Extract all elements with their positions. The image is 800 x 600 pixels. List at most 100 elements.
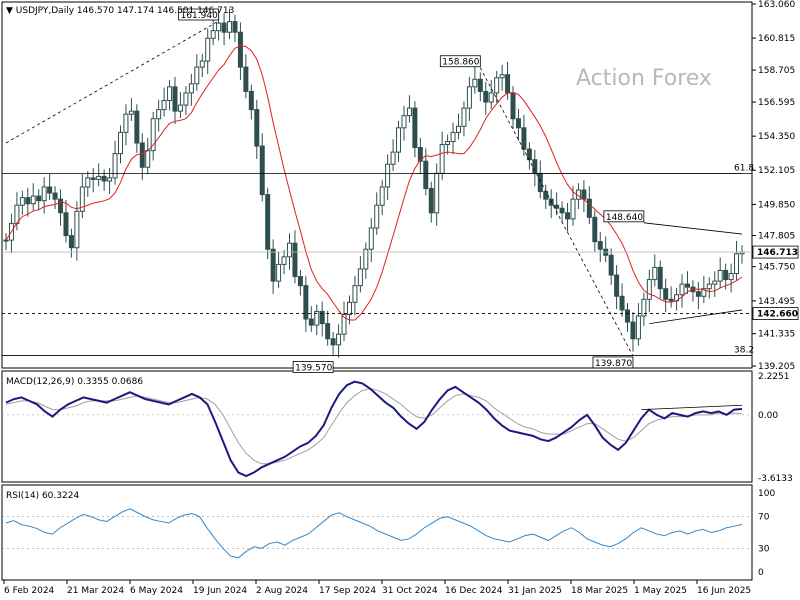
candle-body xyxy=(265,194,271,250)
price-tick-label: 160.815 xyxy=(758,34,795,44)
trendline-dashed xyxy=(479,67,634,357)
date-tick-label: 6 Feb 2024 xyxy=(4,586,55,596)
candle-body xyxy=(319,310,325,325)
date-tick-label: 6 May 2024 xyxy=(130,586,183,596)
candle-body xyxy=(188,83,194,94)
candle-body xyxy=(461,107,467,127)
date-tick-label: 21 Mar 2024 xyxy=(67,586,124,596)
candle-body xyxy=(581,189,587,200)
candle-body xyxy=(614,274,620,297)
candle-body xyxy=(221,22,227,33)
price-tick-label: 145.750 xyxy=(758,263,795,273)
candle-body xyxy=(515,118,521,129)
candle-body xyxy=(717,269,723,282)
candle-body xyxy=(330,338,336,346)
candle-body xyxy=(254,109,260,147)
candle-body xyxy=(385,163,391,188)
candle-body xyxy=(227,21,233,33)
candle-body xyxy=(641,298,647,317)
macd-tick-label: -3.6133 xyxy=(758,474,793,484)
price-tick-label: 149.850 xyxy=(758,200,795,210)
candle-body xyxy=(406,107,412,117)
watermark: Action Forex xyxy=(576,66,712,91)
date-tick-label: 19 Jun 2024 xyxy=(193,586,247,596)
candle-body xyxy=(374,204,380,229)
date-tick-label: 2 Aug 2024 xyxy=(256,586,308,596)
price-tag-box xyxy=(752,245,799,259)
date-tick-label: 16 Jun 2025 xyxy=(697,586,751,596)
candle-body xyxy=(216,22,222,32)
candle-body xyxy=(543,191,549,200)
candle-body xyxy=(684,283,690,288)
candle-body xyxy=(695,291,701,297)
candle-body xyxy=(243,66,249,92)
candle-body xyxy=(237,31,243,68)
rsi-tick-label: 70 xyxy=(758,513,770,523)
candle-body xyxy=(510,92,516,120)
candle-body xyxy=(3,239,9,242)
candle-body xyxy=(281,256,287,265)
macd-line xyxy=(5,380,743,478)
candle-body xyxy=(586,198,592,218)
candle-body xyxy=(270,248,276,282)
annotation-box xyxy=(178,8,220,21)
candle-body xyxy=(117,131,123,155)
candle-body xyxy=(619,295,625,311)
candle-body xyxy=(19,197,25,206)
candle-body xyxy=(488,92,494,103)
candle-body xyxy=(723,269,729,281)
macd-tick-label: 2.2251 xyxy=(758,372,790,382)
candle-body xyxy=(352,285,358,303)
candle-body xyxy=(396,127,402,153)
macd-chart xyxy=(2,380,752,478)
candle-body xyxy=(554,204,560,209)
candle-body xyxy=(565,212,571,220)
candle-body xyxy=(428,188,434,214)
candle-body xyxy=(303,285,309,320)
candle-body xyxy=(434,172,440,214)
macd-panel[interactable] xyxy=(1,370,753,483)
date-tick-label: 17 Sep 2024 xyxy=(319,586,376,596)
candle-body xyxy=(597,241,603,250)
price-tag-label: 142.660 xyxy=(757,310,798,320)
candle-body xyxy=(232,21,238,33)
candle-body xyxy=(712,280,718,285)
price-tick-label: 147.805 xyxy=(758,231,795,241)
candle-body xyxy=(101,175,107,182)
candle-body xyxy=(537,172,543,193)
candle-body xyxy=(706,283,712,290)
candle-body xyxy=(52,192,58,200)
macd-title: MACD(12,26,9) 0.3355 0.0686 xyxy=(6,377,143,387)
candle-body xyxy=(494,77,500,94)
price-tag-box xyxy=(752,307,799,320)
candle-body xyxy=(177,104,183,112)
candle-body xyxy=(701,288,707,297)
rsi-panel[interactable] xyxy=(1,484,753,581)
candle-body xyxy=(357,268,363,287)
candle-body xyxy=(123,113,129,133)
price-tick-label: 163.060 xyxy=(758,0,795,10)
candle-body xyxy=(630,321,636,340)
candle-body xyxy=(657,266,663,290)
annotation-box xyxy=(292,361,334,373)
candle-body xyxy=(341,313,347,335)
price-panel[interactable] xyxy=(1,1,753,369)
candle-body xyxy=(336,333,342,346)
candle-body xyxy=(139,142,145,168)
candle-body xyxy=(363,248,369,270)
candle-body xyxy=(652,266,658,281)
price-tick-label: 156.595 xyxy=(758,98,795,108)
candle-body xyxy=(259,145,265,196)
candle-body xyxy=(401,115,407,129)
candle-body xyxy=(346,301,352,315)
candle-body xyxy=(308,318,314,326)
candle-body xyxy=(112,153,118,179)
annotation-box xyxy=(439,55,481,68)
price-tick-label: 154.350 xyxy=(758,132,795,142)
triangle-upper-line xyxy=(643,222,743,235)
rsi-line xyxy=(5,508,743,559)
trendline-dashed xyxy=(5,20,219,144)
candle-body xyxy=(58,198,64,214)
candle-body xyxy=(439,144,445,174)
